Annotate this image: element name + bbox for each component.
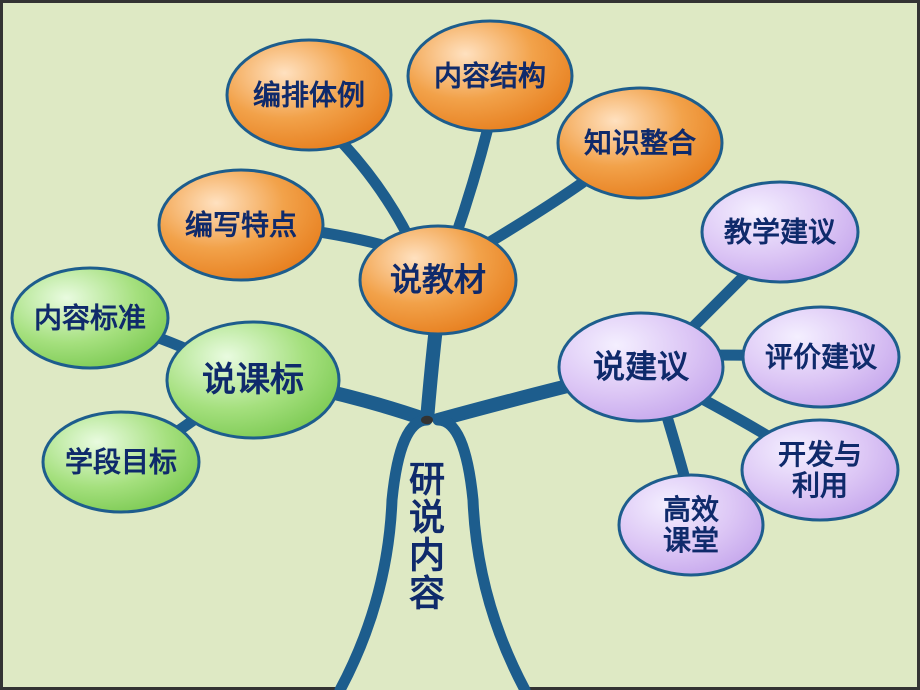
node-label: 说教材 [390, 261, 486, 297]
node-label: 说课标 [202, 361, 304, 399]
node-shuo_kebiao: 说课标 [167, 322, 339, 438]
root-label-char: 内 [409, 535, 445, 576]
node-jiaoxue_jianyi: 教学建议 [702, 182, 858, 282]
node-bianpai_tili: 编排体例 [227, 40, 391, 150]
node-label: 知识整合 [584, 126, 697, 158]
node-label: 编写特点 [185, 208, 297, 240]
node-label: 教学建议 [724, 215, 837, 247]
node-label-line: 开发与 [778, 438, 862, 470]
node-xueduan_mubiao: 学段目标 [43, 412, 199, 512]
node-label: 内容标准 [34, 301, 146, 333]
node-label-line: 利用 [792, 470, 848, 501]
node-label-line: 课堂 [663, 525, 719, 556]
root-label: 研说内容 [409, 459, 445, 614]
node-shuo_jianyi: 说建议 [559, 313, 723, 421]
node-neirong_biaozhun: 内容标准 [12, 268, 168, 368]
node-label: 编排体例 [253, 78, 365, 110]
node-shuo_jiaocai: 说教材 [360, 226, 516, 334]
node-label: 内容结构 [434, 59, 546, 91]
root-label-char: 容 [409, 573, 445, 614]
node-kaifa_liyong: 开发与利用 [742, 420, 898, 520]
node-pingjia_jianyi: 评价建议 [743, 307, 899, 407]
node-label: 学段目标 [65, 445, 177, 477]
node-label: 评价建议 [765, 341, 878, 372]
center-dot [421, 416, 433, 424]
node-bianxie_tedian: 编写特点 [159, 170, 323, 280]
root-label-char: 研 [409, 459, 445, 500]
node-zhishi_zhenghe: 知识整合 [558, 88, 722, 198]
node-gaoxiao_ketang: 高效课堂 [619, 475, 763, 575]
node-label: 说建议 [593, 348, 690, 384]
node-neirong_jiegou: 内容结构 [408, 21, 572, 131]
root-label-char: 说 [409, 497, 445, 538]
node-label-line: 高效 [663, 494, 719, 525]
